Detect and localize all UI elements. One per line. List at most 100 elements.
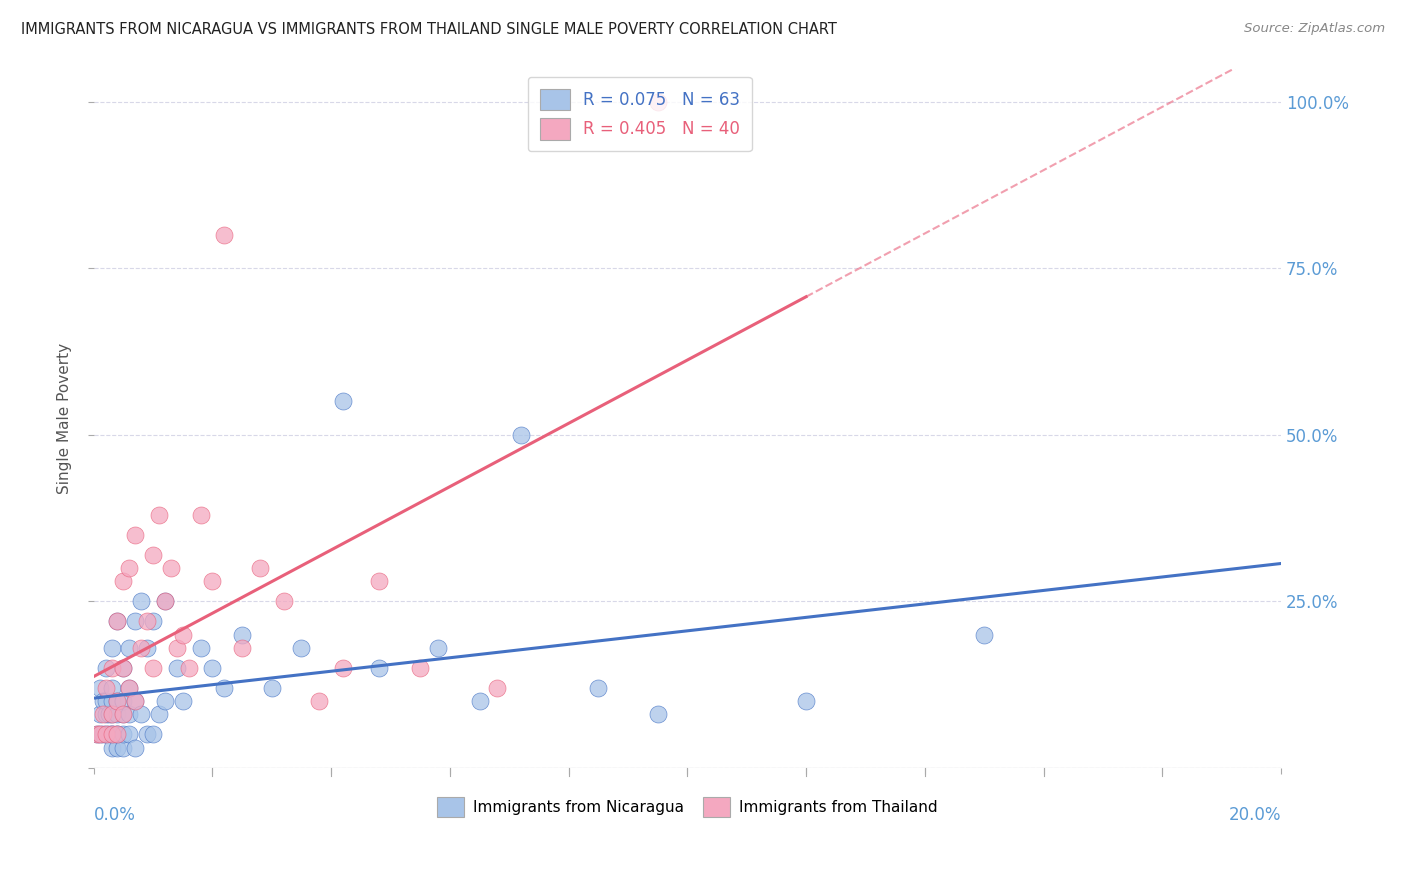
Point [427,640,450,655]
Point [94,707,117,722]
Point [124,614,146,628]
Point [231,640,253,655]
Point [112,694,135,708]
Point [166,640,188,655]
Point [308,694,330,708]
Point [124,740,146,755]
Point [100,707,122,722]
Point [118,561,141,575]
Point [201,661,224,675]
Point [177,661,200,675]
Point [588,681,610,695]
Point [91,694,114,708]
Point [107,740,129,755]
Point [214,681,236,695]
Point [89,727,111,741]
Point [148,707,170,722]
Point [94,661,117,675]
Point [107,727,129,741]
Point [468,694,491,708]
Point [332,661,354,675]
Point [129,594,152,608]
Point [112,661,135,675]
Point [94,681,117,695]
Point [118,681,141,695]
Point [201,574,224,589]
Point [100,661,122,675]
Point [107,707,129,722]
Point [142,614,165,628]
Point [112,727,135,741]
Point [100,640,122,655]
Point [112,707,135,722]
Point [172,627,194,641]
Point [332,394,354,409]
Point [973,627,995,641]
Point [100,694,122,708]
Point [172,694,194,708]
Point [794,694,817,708]
Point [100,707,122,722]
Point [153,594,176,608]
Point [107,727,129,741]
Point [97,707,120,722]
Point [89,727,111,741]
Point [107,694,129,708]
Point [91,707,114,722]
Point [112,574,135,589]
Point [148,508,170,522]
Point [160,561,183,575]
Point [118,727,141,741]
Point [142,548,165,562]
Point [136,640,159,655]
Point [142,727,165,741]
Text: 0.0%: 0.0% [94,806,135,824]
Point [190,508,212,522]
Point [510,427,533,442]
Point [190,640,212,655]
Point [409,661,432,675]
Point [273,594,295,608]
Point [249,561,271,575]
Point [118,640,141,655]
Point [647,707,669,722]
Point [112,740,135,755]
Point [124,694,146,708]
Point [97,727,120,741]
Point [94,727,117,741]
Point [260,681,283,695]
Point [118,707,141,722]
Point [94,694,117,708]
Point [153,694,176,708]
Text: 20.0%: 20.0% [1229,806,1281,824]
Point [91,727,114,741]
Point [86,727,108,741]
Point [290,640,312,655]
Point [100,727,122,741]
Point [107,614,129,628]
Point [100,727,122,741]
Text: Source: ZipAtlas.com: Source: ZipAtlas.com [1244,22,1385,36]
Point [142,661,165,675]
Point [129,640,152,655]
Point [367,574,389,589]
Point [118,681,141,695]
Point [231,627,253,641]
Point [486,681,509,695]
Point [112,707,135,722]
Point [107,727,129,741]
Point [100,727,122,741]
Point [100,740,122,755]
Y-axis label: Single Male Poverty: Single Male Poverty [58,343,72,493]
Point [107,614,129,628]
Point [129,707,152,722]
Point [136,727,159,741]
Point [112,661,135,675]
Point [94,727,117,741]
Point [214,227,236,242]
Point [647,95,669,109]
Point [153,594,176,608]
Point [136,614,159,628]
Legend: Immigrants from Nicaragua, Immigrants from Thailand: Immigrants from Nicaragua, Immigrants fr… [430,791,943,823]
Point [367,661,389,675]
